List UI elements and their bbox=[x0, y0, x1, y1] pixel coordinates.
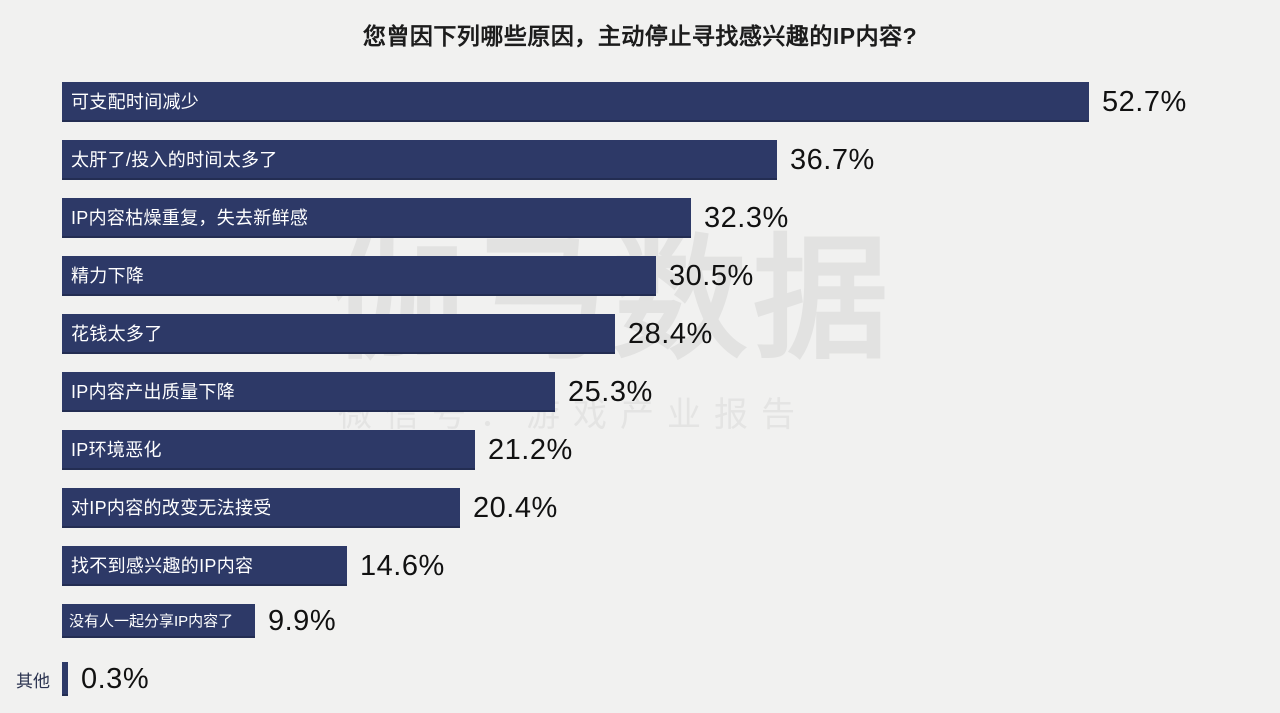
bar-value-label: 20.4% bbox=[473, 491, 558, 524]
bar-category-label: 没有人一起分享IP内容了 bbox=[69, 612, 234, 630]
bar-category-label: 找不到感兴趣的IP内容 bbox=[71, 556, 254, 576]
bar-row: 没有人一起分享IP内容了 9.9% bbox=[0, 604, 1280, 638]
bar-value-label: 30.5% bbox=[669, 259, 754, 292]
bar-row: IP内容枯燥重复，失去新鲜感 32.3% bbox=[0, 198, 1280, 238]
bar-value-label: 9.9% bbox=[268, 604, 337, 637]
bar-row: 对IP内容的改变无法接受 20.4% bbox=[0, 488, 1280, 528]
bar: 太肝了/投入的时间太多了 bbox=[62, 140, 777, 180]
bar-category-label: IP内容枯燥重复，失去新鲜感 bbox=[71, 208, 309, 228]
bar: IP内容产出质量下降 bbox=[62, 372, 555, 412]
bar-category-label: 可支配时间减少 bbox=[71, 92, 200, 112]
bar-row: 可支配时间减少 52.7% bbox=[0, 82, 1280, 122]
bar: 找不到感兴趣的IP内容 bbox=[62, 546, 347, 586]
bar: 花钱太多了 bbox=[62, 314, 615, 354]
bar-category-label: IP环境恶化 bbox=[71, 440, 162, 460]
bar: 没有人一起分享IP内容了 bbox=[62, 604, 255, 638]
chart-title: 您曾因下列哪些原因，主动停止寻找感兴趣的IP内容? bbox=[362, 23, 918, 49]
bar-row: 找不到感兴趣的IP内容 14.6% bbox=[0, 546, 1280, 586]
bar: IP内容枯燥重复，失去新鲜感 bbox=[62, 198, 691, 238]
bar-value-label: 25.3% bbox=[568, 375, 653, 408]
bar-value-label: 0.3% bbox=[81, 662, 150, 695]
bar-row: 太肝了/投入的时间太多了 36.7% bbox=[0, 140, 1280, 180]
bar-row: 花钱太多了 28.4% bbox=[0, 314, 1280, 354]
bar: 可支配时间减少 bbox=[62, 82, 1089, 122]
bar-category-label-outside: 其他 bbox=[16, 671, 50, 691]
bar-value-label: 32.3% bbox=[704, 201, 789, 234]
bar-category-label: 太肝了/投入的时间太多了 bbox=[71, 150, 278, 170]
bar-row: 其他 0.3% bbox=[0, 662, 1280, 696]
bar bbox=[62, 662, 68, 696]
bar-value-label: 14.6% bbox=[360, 549, 445, 582]
bar-category-label: 精力下降 bbox=[71, 266, 145, 286]
bar-chart-plot-area: 可支配时间减少 52.7% 太肝了/投入的时间太多了 36.7% IP内容枯燥重复，失去… bbox=[0, 82, 1280, 702]
bar: 对IP内容的改变无法接受 bbox=[62, 488, 460, 528]
bar-row: IP内容产出质量下降 25.3% bbox=[0, 372, 1280, 412]
bar-value-label: 36.7% bbox=[790, 143, 875, 176]
bar-value-label: 28.4% bbox=[628, 317, 713, 350]
bar-value-label: 21.2% bbox=[488, 433, 573, 466]
bar-row: 精力下降 30.5% bbox=[0, 256, 1280, 296]
bar: 精力下降 bbox=[62, 256, 656, 296]
bar-value-label: 52.7% bbox=[1102, 85, 1187, 118]
bar-category-label: 对IP内容的改变无法接受 bbox=[71, 498, 272, 518]
bar-category-label: 花钱太多了 bbox=[71, 324, 163, 344]
bar-row: IP环境恶化 21.2% bbox=[0, 430, 1280, 470]
bar: IP环境恶化 bbox=[62, 430, 475, 470]
bar-category-label: IP内容产出质量下降 bbox=[71, 382, 236, 402]
